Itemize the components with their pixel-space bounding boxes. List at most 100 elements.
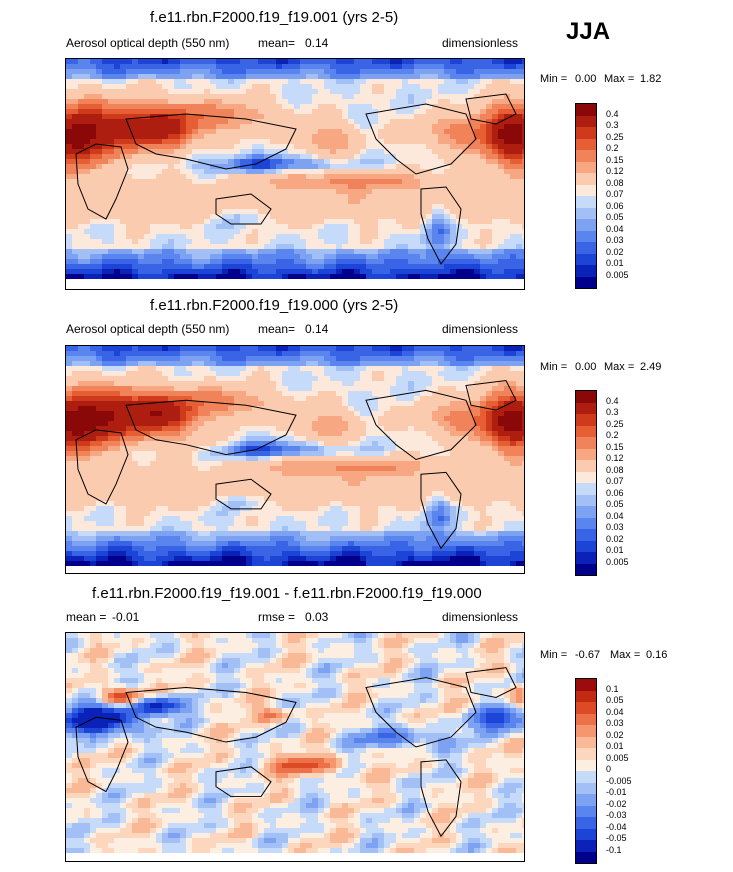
- panel-middle-variable: Aerosol optical depth (550 nm): [66, 322, 230, 336]
- panel-top-max-value: 1.82: [640, 73, 662, 85]
- colorbar-swatch: [576, 690, 596, 702]
- colorbar-tick-label: 0.2: [606, 430, 619, 440]
- coastline-outline: [75, 93, 517, 265]
- colorbar-tick-label: -0.005: [606, 775, 632, 786]
- panel-middle-max-label: Max =: [604, 361, 635, 373]
- colorbar-tick-label: 0.2: [606, 143, 619, 153]
- colorbar-tick-label: 0.06: [606, 200, 624, 211]
- colorbar-tick-label: 0.04: [606, 223, 624, 234]
- colorbar-swatch: [576, 127, 596, 139]
- colorbar-swatch: [576, 173, 596, 185]
- colorbar-tick-label: -0.04: [606, 821, 627, 832]
- panel-top-variable: Aerosol optical depth (550 nm): [66, 36, 230, 50]
- panel-middle-mean-label: mean=: [258, 322, 296, 336]
- colorbar-swatch: [576, 104, 596, 116]
- colorbar-swatch: [576, 196, 596, 208]
- panel-top-min-label: Min =: [540, 73, 568, 85]
- panel-top-min-value: 0.00: [575, 73, 597, 85]
- colorbar-tick-label: 0.03: [606, 522, 624, 532]
- colorbar-tick-label: 0.08: [606, 464, 624, 475]
- colorbar-swatch: [576, 517, 596, 529]
- colorbar-swatch: [576, 805, 596, 817]
- colorbar-swatch: [576, 679, 596, 691]
- colorbar-swatch: [576, 437, 596, 449]
- colorbar-swatch: [576, 725, 596, 737]
- colorbar-swatch: [576, 448, 596, 460]
- panel-bottom-colorbar: [575, 678, 597, 864]
- colorbar-swatch: [576, 702, 596, 714]
- colorbar-swatch: [576, 253, 596, 265]
- colorbar-tick-label: 0.06: [606, 487, 624, 498]
- colorbar-swatch: [576, 184, 596, 196]
- colorbar-swatch: [576, 851, 596, 863]
- colorbar-tick-label: -0.1: [606, 844, 622, 855]
- panel-top-units: dimensionless: [442, 36, 519, 50]
- map-field: [66, 633, 524, 861]
- colorbar-swatch: [576, 425, 596, 437]
- panel-bottom-units: dimensionless: [442, 610, 519, 624]
- colorbar-swatch: [576, 265, 596, 277]
- colorbar-swatch: [576, 161, 596, 173]
- colorbar-swatch: [576, 748, 596, 760]
- colorbar-swatch: [576, 817, 596, 829]
- colorbar-swatch: [576, 759, 596, 771]
- colorbar-tick-label: 0.25: [606, 131, 624, 142]
- panel-middle-min-label: Min =: [540, 361, 568, 373]
- colorbar-tick-label: 0.1: [606, 683, 619, 694]
- colorbar-swatch: [576, 391, 596, 403]
- panel-middle-map: [65, 345, 525, 574]
- colorbar-tick-label: 0.3: [606, 407, 619, 417]
- colorbar-swatch: [576, 471, 596, 483]
- colorbar-tick-label: 0.25: [606, 418, 624, 429]
- colorbar-tick-label: -0.01: [606, 787, 627, 797]
- colorbar-tick-label: 0.02: [606, 533, 624, 544]
- panel-bottom-mean-label: mean =: [66, 610, 107, 624]
- panel-top-mean-label: mean=: [258, 36, 296, 50]
- colorbar-tick-label: 0.03: [606, 235, 624, 245]
- panel-bottom-mean-value: -0.01: [112, 610, 140, 624]
- colorbar-tick-label: 0: [606, 764, 612, 774]
- colorbar-tick-label: 0.04: [606, 706, 624, 717]
- colorbar-tick-label: 0.01: [606, 545, 624, 555]
- colorbar-swatch: [576, 563, 596, 575]
- panel-bottom-max-value: 0.16: [646, 649, 668, 661]
- colorbar-tick-label: -0.03: [606, 810, 627, 820]
- panel-bottom-max-label: Max =: [610, 649, 641, 661]
- colorbar-swatch: [576, 494, 596, 506]
- map-field: [66, 59, 524, 289]
- panel-middle-units: dimensionless: [442, 322, 519, 336]
- colorbar-tick-label: 0.07: [606, 476, 624, 486]
- panel-bottom-rmse-label: rmse =: [258, 610, 296, 624]
- panel-top-mean-value: 0.14: [305, 36, 329, 50]
- colorbar-tick-label: 0.4: [606, 108, 619, 119]
- colorbar-tick-label: 0.12: [606, 453, 624, 463]
- colorbar-swatch: [576, 414, 596, 426]
- colorbar-tick-label: 0.15: [606, 154, 624, 165]
- panel-middle-mean-value: 0.14: [305, 322, 329, 336]
- colorbar-swatch: [576, 713, 596, 725]
- colorbar-tick-label: -0.05: [606, 833, 627, 843]
- colorbar-tick-label: 0.03: [606, 718, 624, 728]
- colorbar-tick-label: 0.02: [606, 729, 624, 740]
- colorbar-tick-label: 0.01: [606, 741, 624, 751]
- colorbar-swatch: [576, 219, 596, 231]
- panel-top-map: [65, 58, 525, 290]
- colorbar-swatch: [576, 138, 596, 150]
- colorbar-swatch: [576, 782, 596, 794]
- colorbar-swatch: [576, 840, 596, 852]
- colorbar-tick-label: 0.005: [606, 752, 629, 763]
- colorbar-tick-label: -0.02: [606, 798, 627, 809]
- panel-bottom-min-label: Min =: [540, 649, 568, 661]
- colorbar-swatch: [576, 483, 596, 495]
- colorbar-swatch: [576, 529, 596, 541]
- colorbar-tick-label: 0.15: [606, 441, 624, 452]
- colorbar-tick-label: 0.12: [606, 166, 624, 176]
- colorbar-tick-label: 0.07: [606, 189, 624, 199]
- panel-middle-max-value: 2.49: [640, 361, 662, 373]
- panel-top-colorbar: [575, 103, 597, 289]
- panel-middle-title: f.e11.rbn.F2000.f19_f19.000 (yrs 2-5): [150, 297, 399, 314]
- colorbar-swatch: [576, 230, 596, 242]
- season-label: JJA: [566, 18, 611, 45]
- colorbar-swatch: [576, 242, 596, 254]
- colorbar-tick-label: 0.005: [606, 269, 629, 280]
